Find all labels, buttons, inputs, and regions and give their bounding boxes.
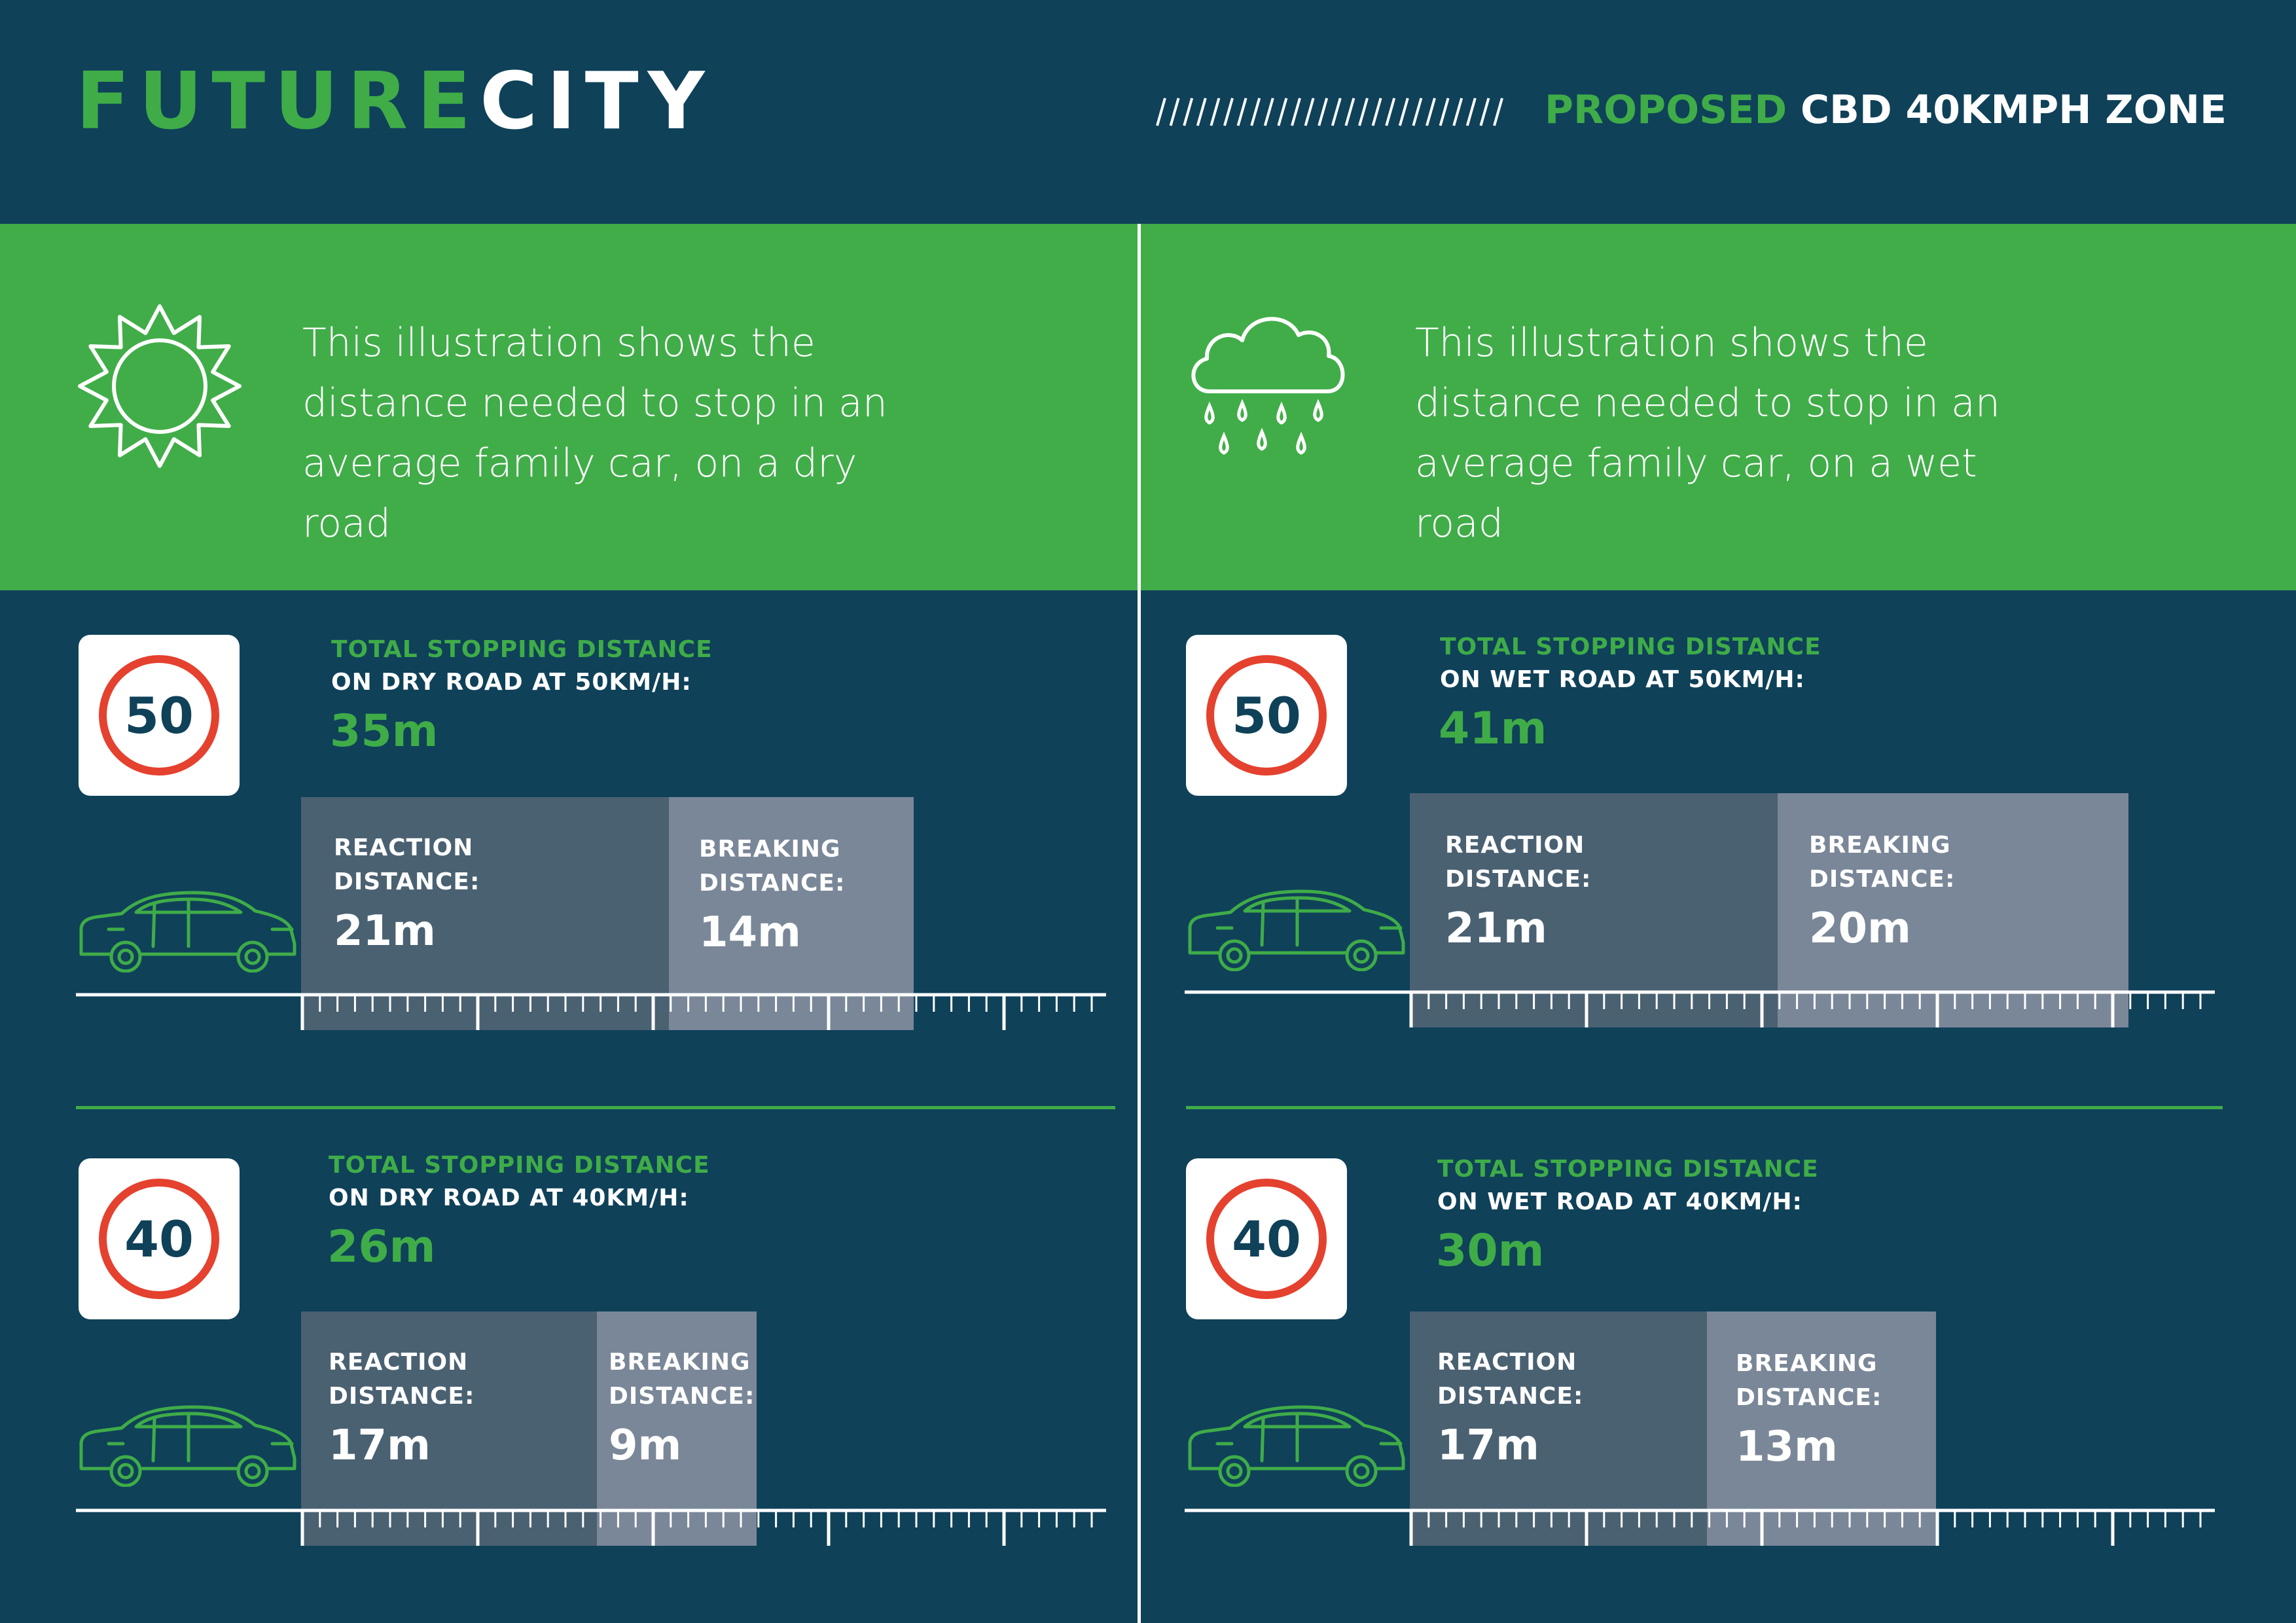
reaction-value: 21m [1445, 904, 1547, 953]
slash-mark [1318, 98, 1329, 126]
breaking-distance-box: BREAKING DISTANCE: 14m [669, 797, 914, 1030]
reaction-value: 17m [1437, 1421, 1539, 1470]
section-separator [1186, 1106, 2223, 1109]
distance-ruler [76, 1508, 1106, 1546]
car-icon [1185, 1395, 1407, 1487]
distance-ruler [76, 993, 1106, 1030]
breaking-value: 20m [1809, 904, 1911, 953]
reaction-title: REACTION DISTANCE: [334, 834, 480, 895]
total-label-white: ON DRY ROAD AT 40KM/H: [329, 1185, 689, 1211]
breaking-title: BREAKING DISTANCE: [699, 836, 846, 897]
breaking-distance-box: BREAKING DISTANCE: 9m [597, 1311, 757, 1546]
sign-ring: 50 [1206, 655, 1327, 776]
slash-mark [1479, 98, 1490, 126]
reaction-value: 17m [329, 1421, 431, 1470]
total-label-green: TOTAL STOPPING DISTANCE [1437, 1156, 1819, 1183]
intro-band [0, 224, 2296, 590]
sign-number: 40 [124, 1209, 194, 1268]
car-icon [76, 881, 298, 972]
dry-description: This illustration shows the distance nee… [302, 320, 888, 546]
zone-title: PROPOSED CBD 40KMPH ZONE [1545, 90, 2227, 130]
breaking-title: BREAKING DISTANCE: [609, 1349, 755, 1410]
total-label-white: ON WET ROAD AT 40KM/H: [1437, 1188, 1803, 1215]
column-divider [1138, 224, 1141, 1623]
breaking-value: 14m [699, 908, 801, 957]
zone-rest: CBD 40KMPH ZONE [1787, 87, 2227, 133]
logo-future: FUTURE [76, 56, 480, 147]
slash-mark [1169, 98, 1180, 126]
slash-mark [1385, 98, 1396, 126]
slash-mark [1452, 98, 1463, 126]
slash-mark [1465, 98, 1477, 126]
slash-mark [1263, 98, 1274, 126]
slash-divider-icon [1156, 98, 1503, 126]
reaction-title: REACTION DISTANCE: [1445, 832, 1592, 893]
total-label-green: TOTAL STOPPING DISTANCE [1440, 633, 1821, 660]
distance-ruler [1185, 1508, 2215, 1546]
slash-mark [1304, 98, 1315, 126]
slash-mark [1398, 98, 1409, 126]
total-distance: 30m [1436, 1225, 1545, 1277]
speed-sign-50-dry: 50 [79, 635, 240, 796]
speed-sign-40-dry: 40 [79, 1158, 240, 1319]
slash-mark [1277, 98, 1288, 126]
total-label-white: ON WET ROAD AT 50KM/H: [1440, 666, 1805, 693]
breaking-title: BREAKING DISTANCE: [1809, 832, 1956, 893]
breaking-distance-box: BREAKING DISTANCE: 20m [1778, 793, 2128, 1027]
wet-description: This illustration shows the distance nee… [1415, 320, 2000, 546]
rain-cloud-icon [1191, 317, 1345, 455]
slash-mark [1412, 98, 1423, 126]
zone-highlight: PROPOSED [1545, 87, 1787, 133]
sun-icon [78, 304, 242, 468]
slash-mark [1426, 98, 1436, 126]
breaking-value: 9m [609, 1421, 682, 1470]
slash-mark [1371, 98, 1382, 126]
slash-mark [1236, 98, 1247, 126]
reaction-distance-box: REACTION DISTANCE: 17m [1410, 1311, 1707, 1546]
slash-mark [1291, 98, 1301, 126]
slash-mark [1344, 98, 1355, 126]
reaction-distance-box: REACTION DISTANCE: 17m [301, 1311, 597, 1546]
total-label-green: TOTAL STOPPING DISTANCE [329, 1152, 710, 1179]
car-icon [76, 1395, 298, 1487]
sign-ring: 50 [99, 655, 219, 776]
reaction-title: REACTION DISTANCE: [329, 1349, 475, 1410]
section-separator [76, 1106, 1115, 1109]
distance-ruler [1185, 990, 2215, 1027]
reaction-title: REACTION DISTANCE: [1437, 1349, 1584, 1410]
total-distance: 41m [1439, 703, 1547, 755]
speed-sign-50-wet: 50 [1186, 635, 1347, 796]
reaction-distance-box: REACTION DISTANCE: 21m [301, 797, 669, 1030]
slash-mark [1358, 98, 1369, 126]
total-label-green: TOTAL STOPPING DISTANCE [331, 636, 713, 663]
total-label-white: ON DRY ROAD AT 50KM/H: [331, 669, 692, 696]
total-distance: 35m [330, 705, 439, 757]
sign-ring: 40 [99, 1179, 219, 1299]
slash-mark [1183, 98, 1194, 126]
slash-mark [1439, 98, 1450, 126]
breaking-distance-box: BREAKING DISTANCE: 13m [1707, 1311, 1936, 1546]
sign-number: 50 [1232, 686, 1301, 745]
logo: FUTURECITY [76, 63, 714, 141]
slash-mark [1196, 98, 1207, 126]
logo-city: CITY [480, 56, 714, 147]
slash-mark [1250, 98, 1261, 126]
car-icon [1185, 880, 1407, 971]
sign-number: 40 [1232, 1209, 1301, 1268]
speed-sign-40-wet: 40 [1186, 1158, 1347, 1319]
slash-mark [1223, 98, 1234, 126]
slash-mark [1331, 98, 1342, 126]
reaction-distance-box: REACTION DISTANCE: 21m [1410, 793, 1778, 1027]
slash-mark [1210, 98, 1221, 126]
breaking-title: BREAKING DISTANCE: [1736, 1350, 1882, 1411]
sign-number: 50 [124, 686, 194, 745]
total-distance: 26m [327, 1221, 436, 1273]
reaction-value: 21m [334, 907, 436, 955]
breaking-value: 13m [1736, 1423, 1838, 1471]
slash-mark [1493, 98, 1503, 126]
slash-mark [1156, 98, 1166, 126]
sign-ring: 40 [1206, 1179, 1327, 1299]
